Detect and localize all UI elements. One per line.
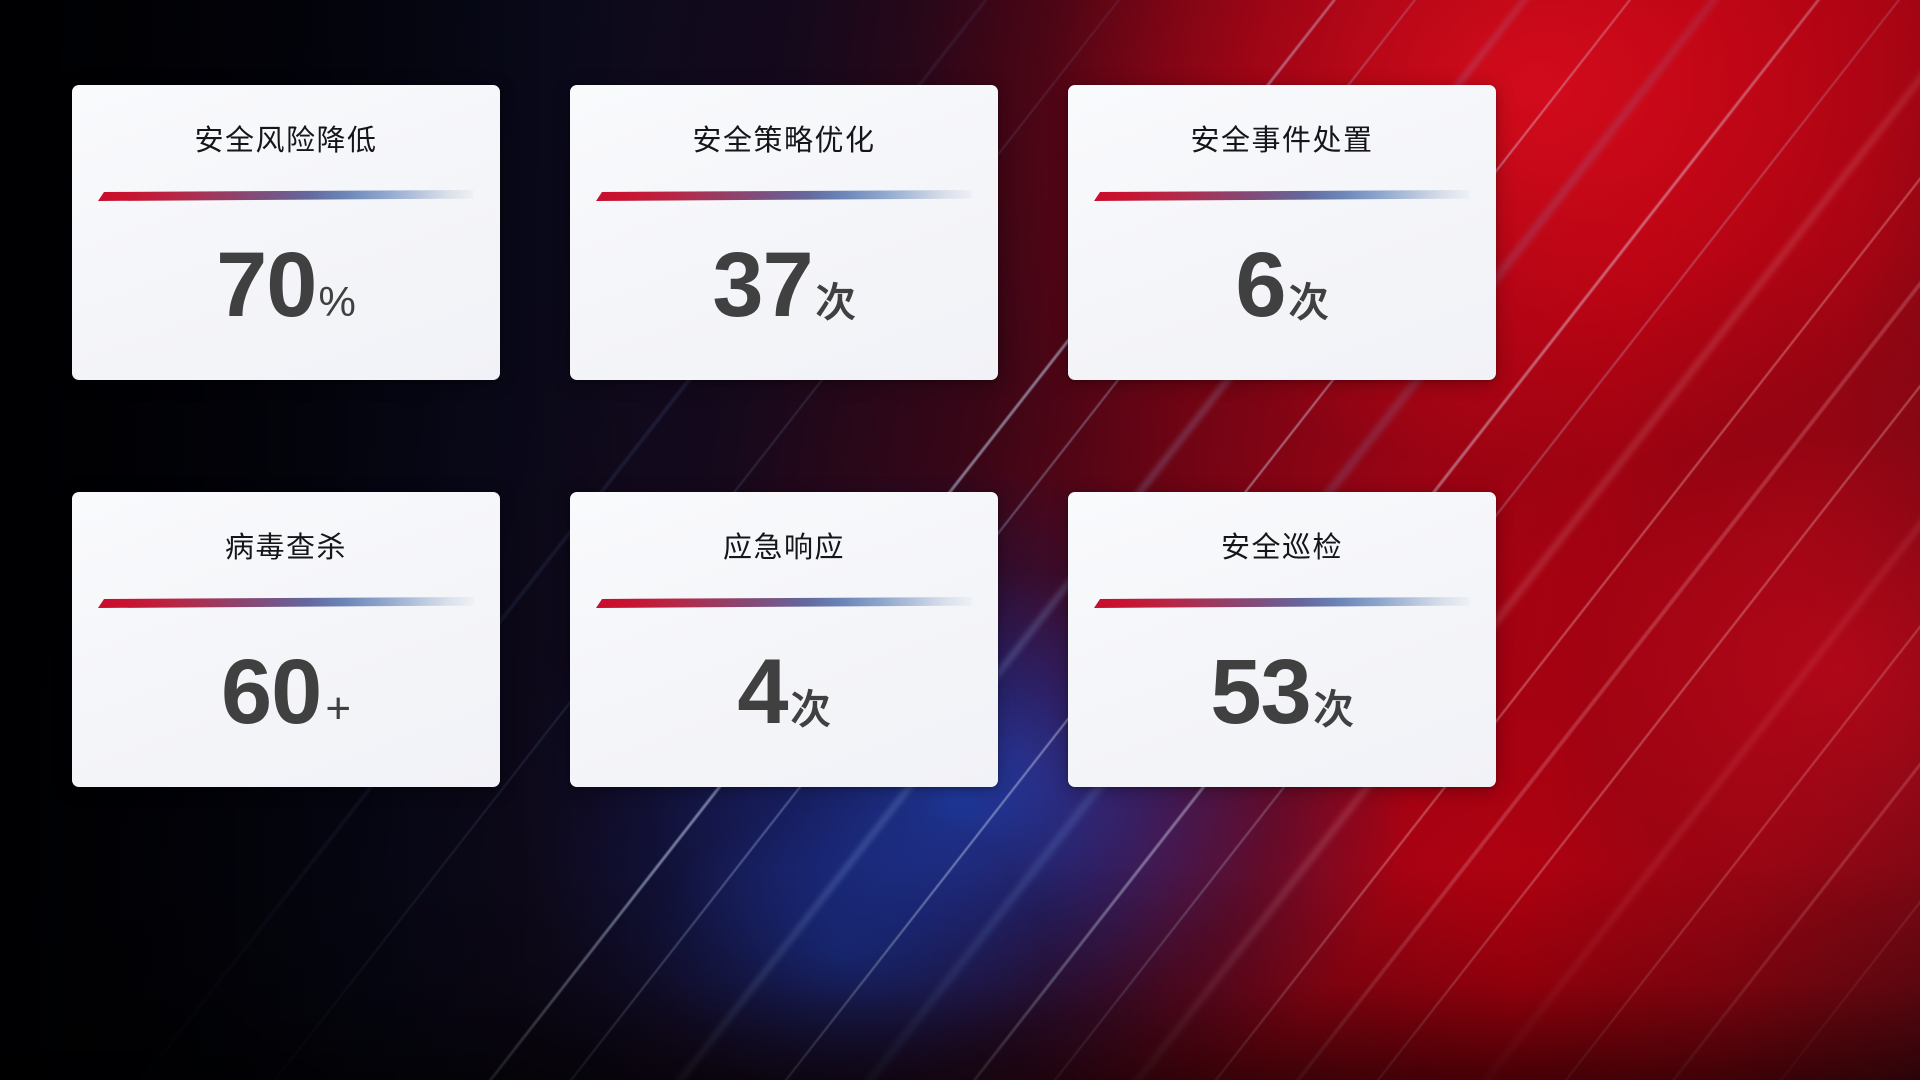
metric-value-number: 37: [712, 234, 813, 337]
metric-card-value: 60 +: [220, 641, 352, 744]
gradient-bar-icon: [1094, 190, 1470, 201]
metric-card-security-incident-handling[interactable]: 安全事件处置 6 次: [1068, 85, 1496, 380]
metric-card-title: 安全策略优化: [692, 125, 876, 157]
metric-card-title: 应急响应: [722, 532, 845, 564]
metric-card-divider: [98, 190, 474, 201]
metric-card-divider: [1094, 190, 1470, 201]
metric-value-unit: 次: [1313, 688, 1354, 733]
metric-card-security-inspection[interactable]: 安全巡检 53 次: [1068, 492, 1496, 787]
metric-card-value: 53 次: [1210, 641, 1354, 744]
metric-card-divider: [596, 190, 972, 201]
metric-card-title: 安全风险降低: [194, 125, 378, 157]
metric-value-unit: 次: [790, 688, 831, 733]
gradient-bar-icon: [98, 190, 474, 201]
gradient-bar-icon: [1094, 597, 1470, 608]
metric-card-value: 37 次: [712, 234, 856, 337]
metric-card-grid: 安全风险降低 70% 安全策略优化 37 次安全事件处置 6 次病毒查杀 60 + 应急响应 4 次安…: [72, 85, 1497, 787]
metric-value-unit: %: [318, 278, 356, 326]
metric-value-number: 4: [737, 641, 788, 744]
gradient-bar-icon: [596, 597, 972, 608]
metric-card-divider: [1094, 597, 1470, 608]
metric-card-security-policy-optimization[interactable]: 安全策略优化 37 次: [570, 85, 998, 380]
gradient-bar-icon: [98, 597, 474, 608]
metric-card-title: 安全事件处置: [1190, 125, 1374, 157]
metric-card-emergency-response[interactable]: 应急响应 4 次: [570, 492, 998, 787]
metric-value-number: 70: [216, 234, 317, 337]
metric-value-unit: +: [325, 684, 352, 734]
metric-value-unit: 次: [1288, 281, 1329, 326]
metric-value-number: 60: [220, 641, 322, 744]
metric-card-title: 安全巡检: [1220, 532, 1343, 564]
metric-card-divider: [596, 597, 972, 608]
metric-card-virus-scanning[interactable]: 病毒查杀 60 +: [72, 492, 500, 787]
metric-card-title: 病毒查杀: [224, 532, 347, 564]
gradient-bar-icon: [596, 190, 972, 201]
metric-card-divider: [98, 597, 474, 608]
metric-card-value: 70%: [216, 234, 356, 337]
metric-value-unit: 次: [815, 281, 856, 326]
metric-value-number: 6: [1235, 234, 1286, 337]
metric-card-security-risk-reduction[interactable]: 安全风险降低 70%: [72, 85, 500, 380]
metric-value-number: 53: [1210, 641, 1311, 744]
